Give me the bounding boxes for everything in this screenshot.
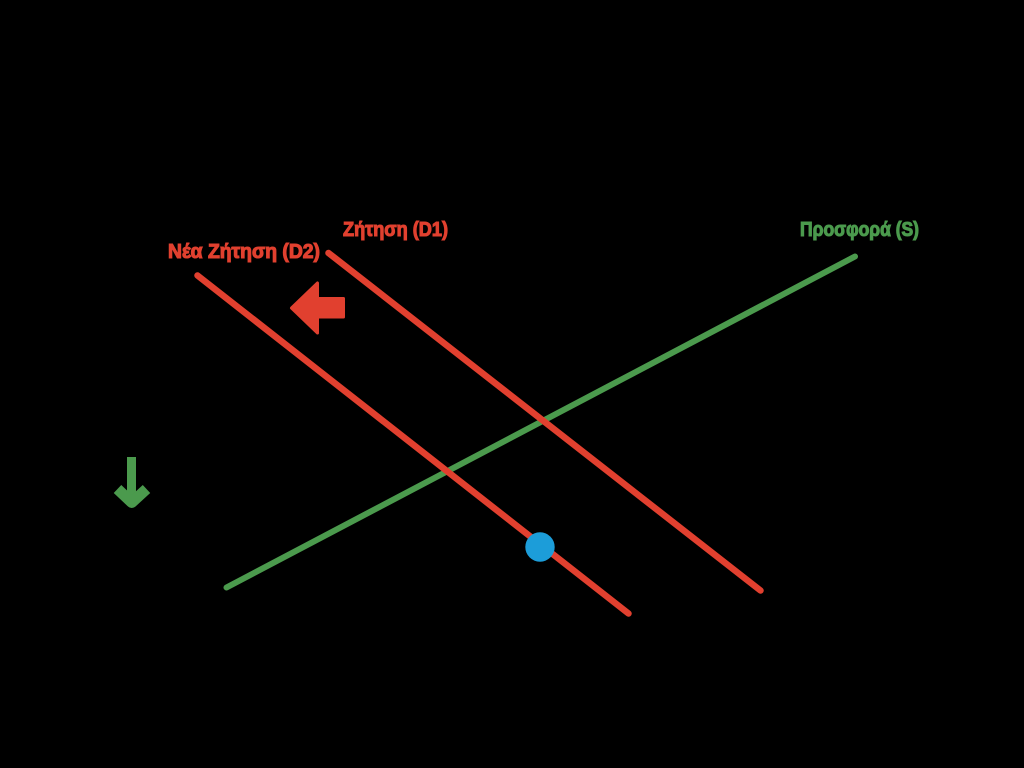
- svg-text:Νέα Ζήτηση (D2): Νέα Ζήτηση (D2): [168, 241, 320, 263]
- svg-text:Ζήτηση (D1): Ζήτηση (D1): [343, 219, 448, 241]
- svg-text:Προσφορά (S): Προσφορά (S): [800, 219, 919, 241]
